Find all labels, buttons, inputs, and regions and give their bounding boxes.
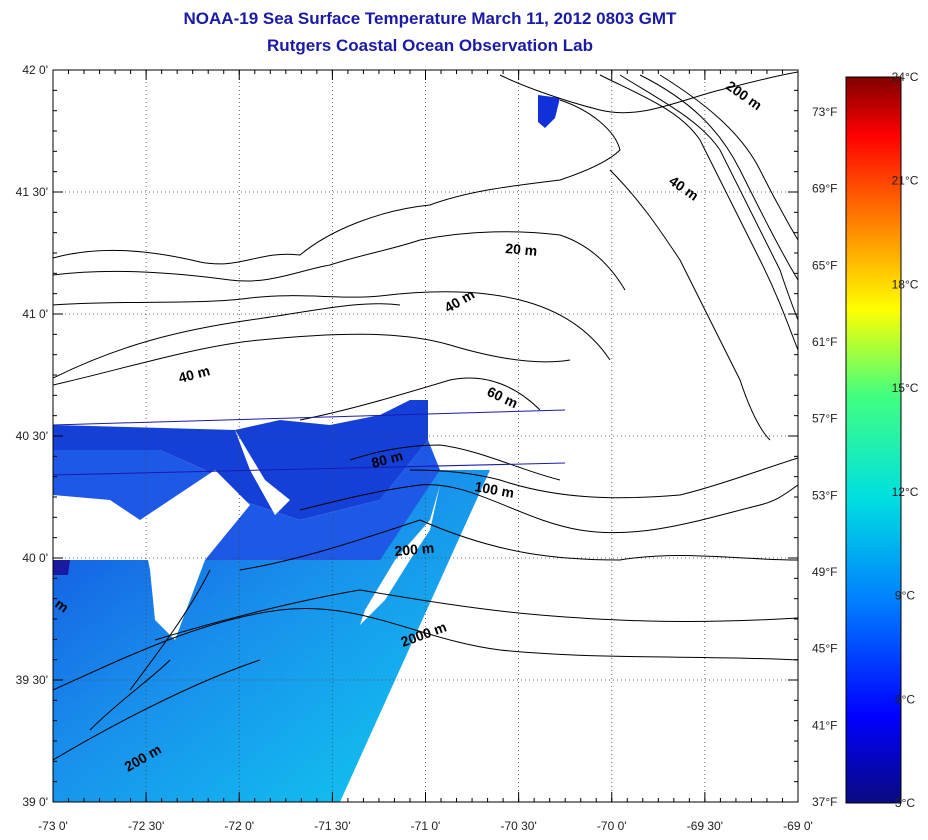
depth-label: 40 m	[666, 172, 701, 203]
longitude-label: -69 30'	[687, 819, 723, 833]
fahrenheit-label: 53°F	[812, 488, 837, 502]
colorbar: 24°C 21°C 18°C 15°C 12°C 9°C 6°C 3°C	[845, 70, 919, 810]
fahrenheit-label: 37°F	[812, 795, 837, 809]
colorbar-labels: 24°C 21°C 18°C 15°C 12°C 9°C 6°C 3°C	[892, 70, 919, 810]
longitude-labels: -73 0' -72 30' -72 0' -71 30' -71 0' -70 30' -…	[38, 819, 813, 833]
longitude-label: -73 0'	[38, 819, 68, 833]
frame-ticks	[52, 69, 799, 803]
longitude-label: -72 0'	[224, 819, 254, 833]
colorbar-label: 12°C	[892, 485, 919, 499]
colorbar-label: 24°C	[892, 70, 919, 84]
map-subtitle: Rutgers Coastal Ocean Observation Lab	[267, 36, 593, 55]
fahrenheit-label: 73°F	[812, 105, 837, 119]
fahrenheit-label: 57°F	[812, 412, 837, 426]
latitude-label: 39 30'	[16, 673, 48, 687]
longitude-label: -71 0'	[411, 819, 441, 833]
fahrenheit-labels: 73°F 69°F 65°F 61°F 57°F 53°F 49°F 45°F 41°F 37°F	[812, 105, 837, 809]
fahrenheit-label: 41°F	[812, 718, 837, 732]
colorbar-label: 18°C	[892, 277, 919, 291]
fahrenheit-label: 61°F	[812, 335, 837, 349]
longitude-label: -70 30'	[500, 819, 536, 833]
colorbar-gradient	[845, 76, 902, 804]
depth-label: 100 m	[473, 478, 515, 501]
orbit-lines	[53, 409, 566, 476]
depth-label: 40 m	[177, 362, 212, 386]
depth-label: 200 m	[394, 540, 435, 559]
map-title: NOAA-19 Sea Surface Temperature March 11…	[183, 9, 677, 28]
colorbar-label: 21°C	[892, 174, 919, 188]
graticule	[53, 70, 798, 802]
longitude-label: -70 0'	[597, 819, 627, 833]
latitude-label: 39 0'	[22, 795, 48, 809]
colorbar-label: 3°C	[895, 796, 915, 810]
depth-label: 200 m	[723, 77, 765, 113]
latitude-label: 40 0'	[22, 551, 48, 565]
latitude-label: 42 0'	[22, 63, 48, 77]
latitude-labels: 42 0' 41 30' 41 0' 40 30' 40 0' 39 30' 39 0'	[16, 63, 48, 809]
fahrenheit-label: 45°F	[812, 642, 837, 656]
depth-label: 80 m	[370, 447, 405, 471]
colorbar-label: 6°C	[895, 692, 915, 706]
coastline-and-isobaths	[53, 71, 798, 761]
sst-swath	[53, 95, 560, 802]
latitude-label: 41 30'	[16, 185, 48, 199]
fahrenheit-label: 49°F	[812, 565, 837, 579]
depth-label: 20 m	[505, 240, 538, 259]
longitude-label: -69 0'	[783, 819, 813, 833]
colorbar-label: 15°C	[892, 381, 919, 395]
latitude-label: 41 0'	[22, 307, 48, 321]
depth-label: 60 m	[485, 383, 521, 411]
depth-label: 40 m	[442, 286, 478, 316]
fahrenheit-label: 69°F	[812, 182, 837, 196]
longitude-label: -71 30'	[314, 819, 350, 833]
latitude-label: 40 30'	[16, 429, 48, 443]
fahrenheit-label: 65°F	[812, 258, 837, 272]
longitude-label: -72 30'	[128, 819, 164, 833]
colorbar-label: 9°C	[895, 589, 915, 603]
